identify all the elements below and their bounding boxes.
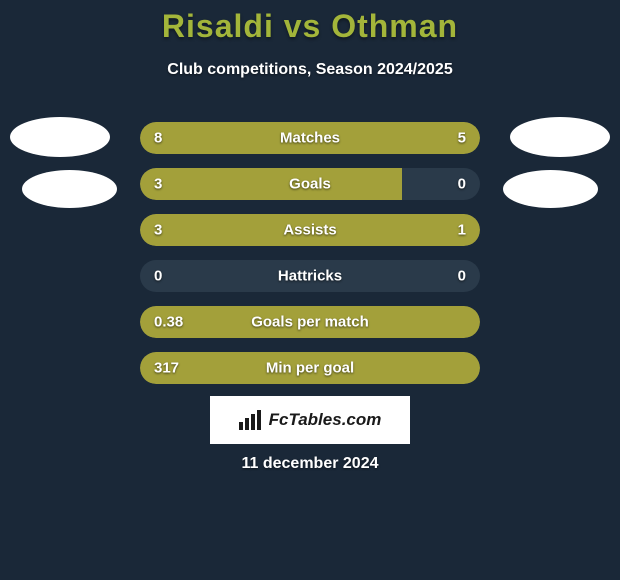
stat-label: Goals per match	[251, 314, 369, 331]
chart-icon	[239, 410, 263, 430]
stat-left-value: 0	[154, 268, 162, 285]
stat-left-value: 0.38	[154, 314, 183, 331]
stat-right-value: 1	[458, 222, 466, 239]
stat-label: Assists	[283, 222, 336, 239]
stat-right-value: 0	[458, 268, 466, 285]
stat-row-hattricks: 0 Hattricks 0	[140, 260, 480, 292]
branding-badge: FcTables.com	[210, 396, 410, 444]
stat-left-value: 317	[154, 360, 179, 377]
stat-row-matches: 8 Matches 5	[140, 122, 480, 154]
bar-fill-left	[140, 214, 395, 246]
page-title: Risaldi vs Othman	[0, 0, 620, 45]
stat-right-value: 5	[458, 130, 466, 147]
date-label: 11 december 2024	[242, 455, 379, 473]
stat-left-value: 3	[154, 176, 162, 193]
bar-fill-right	[395, 214, 480, 246]
stat-label: Matches	[280, 130, 340, 147]
player-right-avatar-2	[503, 170, 598, 208]
stat-row-goals: 3 Goals 0	[140, 168, 480, 200]
player-left-avatar-2	[22, 170, 117, 208]
stat-row-assists: 3 Assists 1	[140, 214, 480, 246]
player-right-avatar-1	[510, 117, 610, 157]
stat-row-min-per-goal: 317 Min per goal	[140, 352, 480, 384]
stat-left-value: 8	[154, 130, 162, 147]
stat-label: Hattricks	[278, 268, 342, 285]
player-left-avatar-1	[10, 117, 110, 157]
stat-right-value: 0	[458, 176, 466, 193]
bar-fill-left	[140, 168, 402, 200]
stat-label: Min per goal	[266, 360, 354, 377]
branding-text: FcTables.com	[269, 410, 382, 430]
stat-left-value: 3	[154, 222, 162, 239]
stat-row-goals-per-match: 0.38 Goals per match	[140, 306, 480, 338]
subtitle: Club competitions, Season 2024/2025	[0, 61, 620, 79]
stats-bars: 8 Matches 5 3 Goals 0 3 Assists 1 0 Hatt…	[140, 122, 480, 398]
stat-label: Goals	[289, 176, 331, 193]
